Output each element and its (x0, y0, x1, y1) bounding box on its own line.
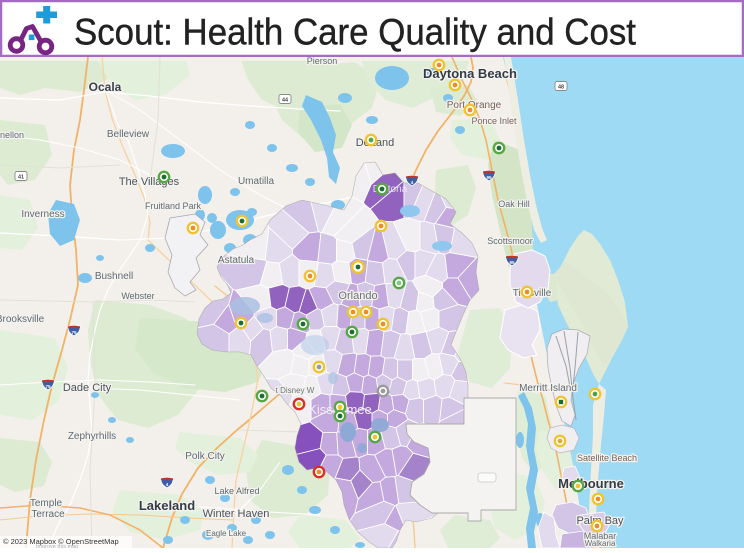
svg-text:Zephyrhills: Zephyrhills (68, 431, 116, 442)
svg-text:Malabar: Malabar (584, 531, 617, 541)
svg-text:t Disney W: t Disney W (276, 386, 315, 395)
svg-text:Scottsmoor: Scottsmoor (487, 236, 533, 246)
svg-text:Brooksville: Brooksville (0, 314, 45, 325)
svg-text:44: 44 (282, 98, 288, 104)
svg-text:Melbourne: Melbourne (558, 476, 624, 491)
svg-text:Pierson: Pierson (307, 57, 338, 66)
svg-text:Polk City: Polk City (185, 451, 224, 462)
svg-text:Walkaria: Walkaria (585, 539, 616, 548)
svg-text:Lake Alfred: Lake Alfred (214, 486, 259, 496)
svg-text:Inverness: Inverness (21, 209, 64, 220)
svg-text:Fruitland Park: Fruitland Park (145, 201, 202, 211)
svg-text:Terrace: Terrace (31, 509, 65, 520)
svg-text:4: 4 (166, 482, 169, 487)
svg-text:Merritt Island: Merritt Island (519, 383, 577, 394)
svg-text:Orlando: Orlando (338, 290, 377, 302)
svg-text:Daytona Beach: Daytona Beach (423, 66, 517, 81)
svg-text:Umatilla: Umatilla (238, 176, 275, 187)
svg-text:Belleview: Belleview (107, 129, 150, 140)
svg-text:© 2023 Mapbox © OpenStreetMap: © 2023 Mapbox © OpenStreetMap (3, 537, 119, 546)
svg-text:48: 48 (558, 85, 564, 91)
svg-text:Lakeland: Lakeland (139, 498, 195, 513)
svg-text:Deltona: Deltona (373, 184, 408, 195)
svg-text:nellon: nellon (0, 130, 24, 140)
svg-text:41: 41 (18, 175, 24, 181)
svg-text:Winter Haven: Winter Haven (203, 508, 270, 520)
svg-text:Oak Hill: Oak Hill (498, 199, 530, 209)
svg-text:Astatula: Astatula (218, 255, 255, 266)
svg-text:4: 4 (411, 180, 414, 185)
svg-text:Ocala: Ocala (89, 80, 122, 94)
svg-text:Improve this map: Improve this map (36, 544, 78, 548)
svg-text:95: 95 (486, 175, 492, 180)
svg-text:Dade City: Dade City (63, 382, 112, 394)
svg-text:Ponce Inlet: Ponce Inlet (471, 116, 517, 126)
svg-text:95: 95 (509, 260, 515, 265)
svg-text:75: 75 (45, 384, 51, 389)
svg-text:Scout: Health Care Quality and: Scout: Health Care Quality and Cost (74, 12, 637, 53)
svg-text:Eagle Lake: Eagle Lake (206, 529, 247, 538)
svg-text:Webster: Webster (121, 291, 154, 301)
svg-text:Bushnell: Bushnell (95, 271, 133, 282)
svg-text:Satellite Beach: Satellite Beach (577, 453, 637, 463)
svg-text:Temple: Temple (30, 498, 63, 509)
svg-text:The Villages: The Villages (119, 176, 180, 188)
svg-text:75: 75 (71, 330, 77, 335)
